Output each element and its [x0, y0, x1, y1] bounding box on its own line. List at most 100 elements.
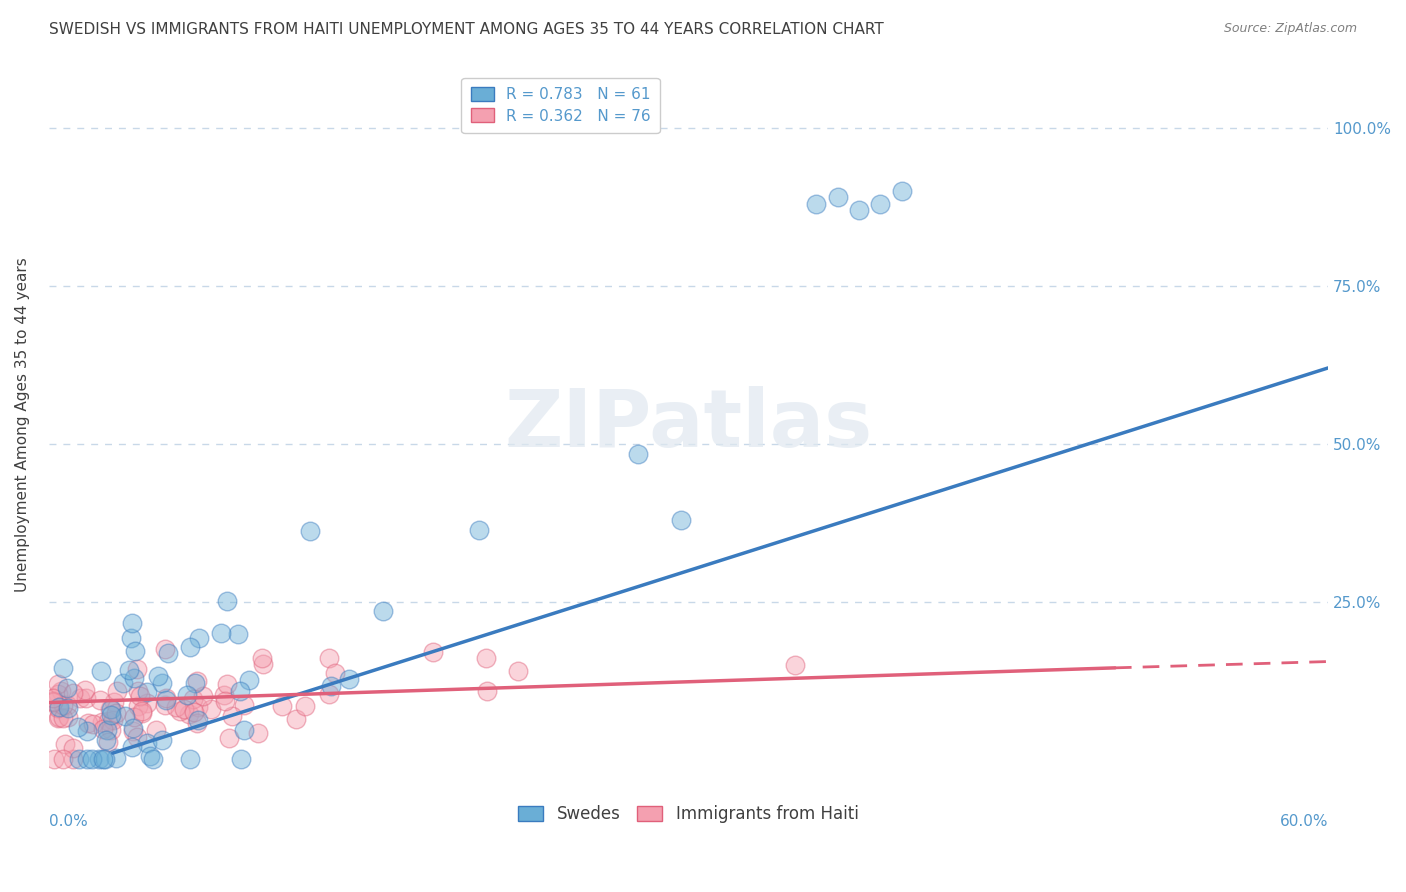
Point: [100, 723, 122, 737]
Point: [46, 711, 69, 725]
Point: [827, 190, 849, 204]
Point: [183, 705, 205, 719]
Point: [97, 734, 120, 748]
Point: [806, 196, 828, 211]
Point: [52, 752, 75, 766]
Point: [128, 690, 150, 704]
Point: [468, 523, 491, 537]
Point: [42, 690, 65, 705]
Point: [193, 690, 215, 704]
Text: ZIPatlas: ZIPatlas: [505, 385, 873, 464]
Point: [101, 714, 124, 728]
Text: 60.0%: 60.0%: [1279, 814, 1329, 829]
Point: [52, 698, 75, 713]
Point: [318, 651, 340, 665]
Point: [250, 651, 273, 665]
Point: [477, 684, 499, 698]
Point: [69, 690, 91, 705]
Point: [75, 690, 97, 705]
Point: [218, 731, 240, 746]
Point: [135, 696, 157, 710]
Point: [82, 717, 104, 731]
Point: [176, 688, 198, 702]
Point: [145, 723, 167, 737]
Point: [127, 684, 149, 698]
Point: [246, 726, 269, 740]
Point: [294, 698, 316, 713]
Point: [62, 741, 84, 756]
Point: [89, 692, 111, 706]
Point: [104, 751, 127, 765]
Point: [62, 752, 84, 766]
Point: [228, 627, 250, 641]
Point: [155, 642, 177, 657]
Point: [131, 704, 153, 718]
Point: [122, 723, 145, 738]
Point: [337, 672, 360, 686]
Point: [56, 698, 79, 712]
Point: [48, 700, 70, 714]
Point: [783, 657, 806, 672]
Point: [46, 701, 69, 715]
Point: [53, 737, 76, 751]
Point: [114, 708, 136, 723]
Point: [184, 675, 207, 690]
Point: [155, 693, 177, 707]
Point: [93, 752, 115, 766]
Point: [422, 645, 444, 659]
Point: [103, 694, 125, 708]
Point: [56, 681, 79, 695]
Point: [221, 709, 243, 723]
Point: [627, 447, 650, 461]
Point: [209, 626, 232, 640]
Point: [121, 615, 143, 630]
Point: [127, 699, 149, 714]
Point: [231, 752, 253, 766]
Point: [271, 698, 294, 713]
Point: [66, 720, 89, 734]
Point: [122, 710, 145, 724]
Text: 0.0%: 0.0%: [49, 814, 87, 829]
Point: [76, 752, 98, 766]
Point: [187, 699, 209, 714]
Point: [215, 676, 238, 690]
Point: [124, 644, 146, 658]
Point: [118, 664, 141, 678]
Point: [229, 684, 252, 698]
Point: [506, 664, 529, 678]
Point: [285, 712, 308, 726]
Point: [252, 657, 274, 672]
Point: [890, 184, 912, 198]
Point: [136, 685, 159, 699]
Point: [100, 702, 122, 716]
Point: [91, 752, 114, 766]
Text: Source: ZipAtlas.com: Source: ZipAtlas.com: [1223, 22, 1357, 36]
Point: [52, 710, 75, 724]
Point: [52, 661, 75, 675]
Legend: Swedes, Immigrants from Haiti: Swedes, Immigrants from Haiti: [509, 795, 869, 833]
Point: [848, 202, 870, 217]
Point: [97, 714, 120, 728]
Point: [48, 710, 70, 724]
Y-axis label: Unemployment Among Ages 35 to 44 years: Unemployment Among Ages 35 to 44 years: [15, 258, 30, 592]
Point: [105, 706, 128, 720]
Point: [215, 594, 238, 608]
Point: [76, 715, 98, 730]
Point: [165, 699, 187, 714]
Point: [76, 723, 98, 738]
Point: [150, 733, 173, 747]
Point: [173, 702, 195, 716]
Point: [155, 698, 177, 712]
Point: [62, 686, 84, 700]
Point: [46, 687, 69, 701]
Point: [142, 752, 165, 766]
Point: [200, 701, 222, 715]
Point: [90, 665, 112, 679]
Point: [475, 651, 498, 665]
Text: SWEDISH VS IMMIGRANTS FROM HAITI UNEMPLOYMENT AMONG AGES 35 TO 44 YEARS CORRELAT: SWEDISH VS IMMIGRANTS FROM HAITI UNEMPLO…: [49, 22, 884, 37]
Point: [91, 715, 114, 730]
Point: [121, 740, 143, 755]
Point: [146, 669, 169, 683]
Point: [186, 673, 208, 688]
Point: [42, 695, 65, 709]
